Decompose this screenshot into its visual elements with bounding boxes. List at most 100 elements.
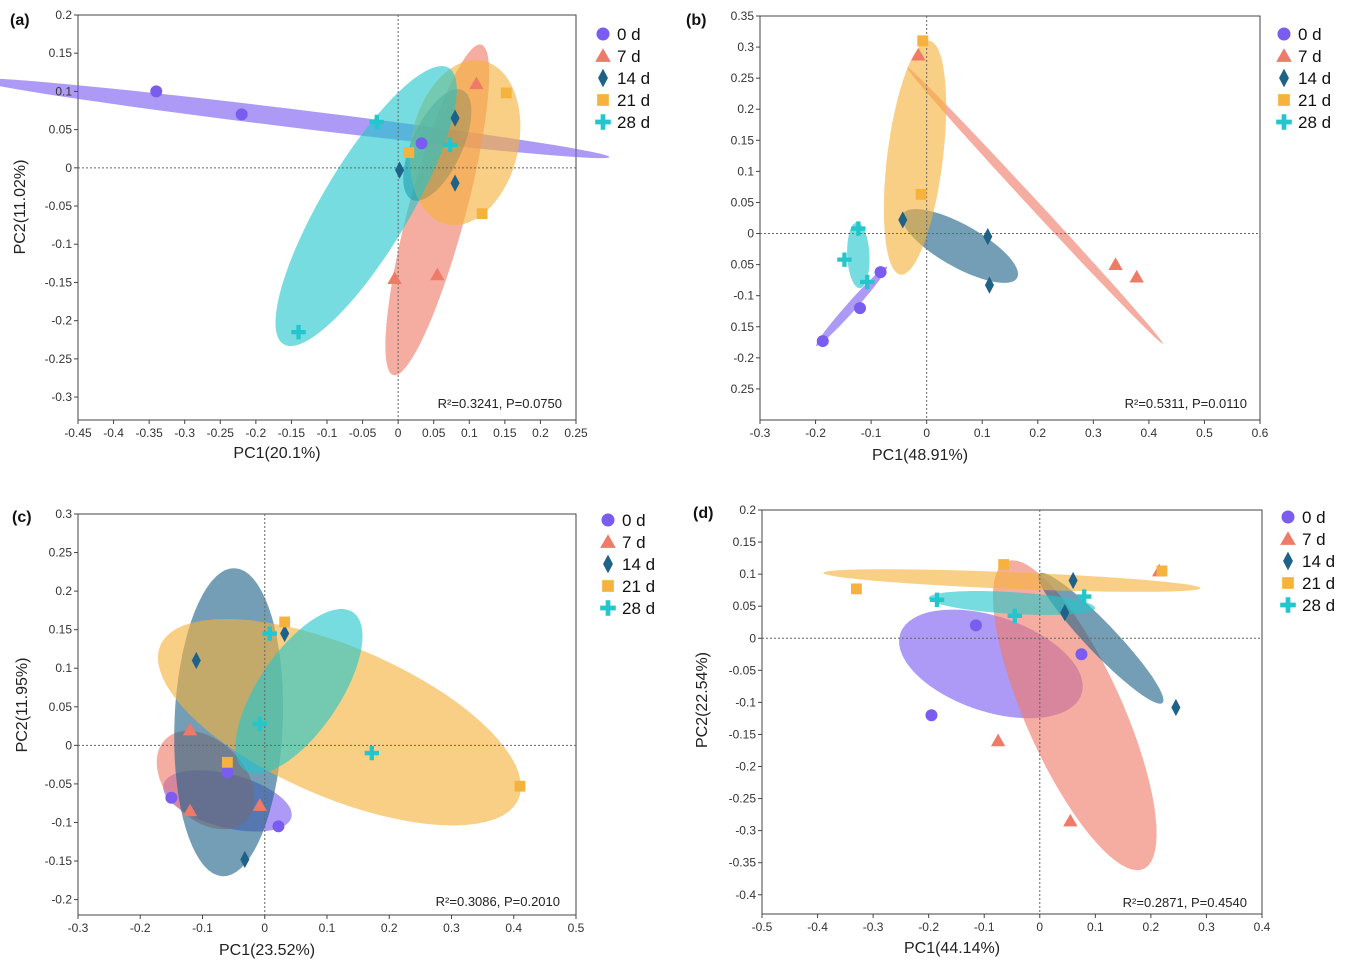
panel-a: -0.45 -0.4 -0.35 -0.3 -0.25 -0.2 -0.15 -0.1 -0.0… [0,8,650,462]
legend-label: 14 d [617,69,650,88]
legend-label: 7 d [617,47,641,66]
x-tick-label: 0.25 [564,426,588,440]
point-28d [291,324,306,340]
x-tick-label: -0.4 [807,920,828,934]
confidence-ellipses [0,44,610,376]
y-tick-label: 0.2 [55,8,72,22]
legend-marker-7d [1280,531,1296,545]
point-21d [917,35,929,47]
x-tick-label: -0.15 [278,426,306,440]
legend-marker-28d [1280,597,1296,613]
y-tick-label: 0.05 [731,258,755,272]
x-tick-label: 0.05 [422,426,446,440]
x-tick-label: -0.2 [130,921,151,935]
legend-label: 7 d [1302,530,1326,549]
y-tick-label: 0.1 [55,661,72,675]
legend-label: 28 d [1298,113,1331,132]
x-tick-label: 0 [1036,920,1043,934]
point-14d [240,850,250,869]
legend-marker-7d [595,48,611,62]
y-axis-title: PC2(11.95%) [14,658,31,753]
legend-marker-21d [1278,94,1290,106]
y-tick-label: -0.05 [45,199,73,213]
y-tick-label: -0.15 [45,275,73,289]
panel-d: -0.5 -0.4 -0.3 -0.2 -0.1 0 0.1 0.2 0.3 0.4 0.2 0.15… [693,503,1335,957]
y-tick-label: 0 [749,631,756,645]
x-tick-label: -0.1 [861,426,882,440]
point-14d [191,651,201,670]
point-0d [925,709,938,722]
point-14d [450,109,460,127]
y-tick-label: -0.1 [51,237,72,251]
point-0d [1075,648,1088,661]
point-14d [898,211,908,229]
legend-marker-14d [603,554,613,574]
y-tick-label: 0 [65,738,72,752]
legend-marker-0d [596,27,610,41]
y-tick-label: 0.05 [733,599,757,613]
legend-label: 0 d [1302,508,1326,527]
legend-marker-0d [601,513,615,527]
legend-label: 21 d [622,577,655,596]
point-21d [279,616,291,628]
ellipse-21d [883,40,947,275]
y-tick-label: 0.05 [49,700,73,714]
y-tick-label: 0.05 [731,195,755,209]
y-tick-label: 0.2 [55,584,72,598]
x-tick-label: 0.2 [532,426,549,440]
y-tick-label: 0.3 [737,40,754,54]
ellipse-21d [823,569,1201,592]
legend-label: 0 d [1298,25,1322,44]
ellipse-28d [928,591,1096,615]
legend-label: 21 d [1298,91,1331,110]
point-21d [403,147,415,158]
legend-label: 28 d [622,599,655,618]
legend-label: 7 d [1298,47,1322,66]
plot-frame [761,509,1263,915]
x-tick-label: -0.2 [246,426,267,440]
point-28d [442,137,458,153]
y-tick-label: 0 [747,227,754,241]
point-21d [1156,565,1168,577]
ellipse-0d [816,266,888,346]
x-tick-label: 0.4 [1141,426,1158,440]
point-7d [990,733,1006,747]
panel-label: (d) [693,505,713,522]
point-0d [272,820,285,833]
point-14d [1068,571,1078,590]
stat-annotation: R²=0.3241, P=0.0750 [438,396,562,411]
x-tick-label: 0 [923,426,930,440]
y-tick-label: -0.1 [735,695,756,709]
point-21d [915,188,927,200]
x-tick-label: 0.1 [974,426,991,440]
point-28d [369,114,384,130]
x-axis-title: PC1(23.52%) [219,942,315,959]
ellipse-28d [275,66,457,347]
point-28d [364,745,380,761]
point-21d [222,756,233,768]
point-0d [415,137,428,150]
point-21d [500,87,512,99]
y-tick-label: 0.25 [731,71,755,85]
legend-label: 14 d [622,555,655,574]
x-tick-label: -0.3 [750,426,771,440]
axis-ticks: -0.3 -0.2 -0.1 0 0.1 0.2 0.3 0.4 0.5 0.3 0.25 0.2 0.… [45,507,585,935]
point-14d [983,228,993,246]
x-tick-label: 0.5 [568,921,585,935]
legend-marker-21d [1282,577,1294,589]
y-tick-label: -0.2 [51,893,72,907]
legend-label: 21 d [1302,574,1335,593]
y-tick-label: -0.25 [45,352,73,366]
legend-label: 14 d [1298,69,1331,88]
point-7d [1129,269,1144,283]
y-tick-label: -0.3 [735,824,756,838]
point-0d [854,302,866,315]
legend: 0 d 7 d 14 d 21 d 28 d [1276,25,1331,132]
point-14d [1171,698,1181,717]
axis-ticks: -0.5 -0.4 -0.3 -0.2 -0.1 0 0.1 0.2 0.3 0.4 0.2 0.15… [729,503,1271,934]
panel-label: (a) [10,12,30,29]
legend-marker-14d [598,68,608,88]
x-axis-title: PC1(20.1%) [233,445,320,462]
y-tick-label: -0.1 [51,815,72,829]
y-tick-label: 0.3 [55,507,72,521]
